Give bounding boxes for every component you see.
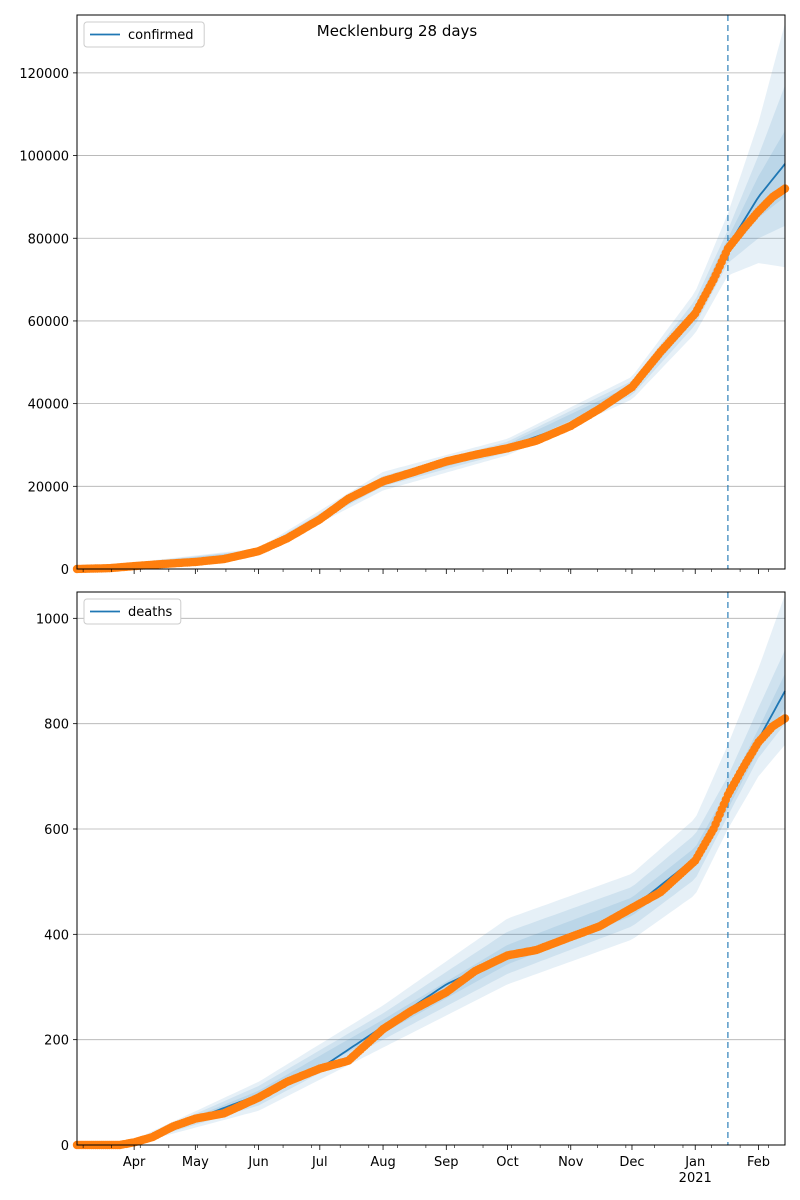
x-tick-label: Dec	[619, 1155, 644, 1170]
x-tick-label: Jun	[247, 1155, 268, 1170]
axes-frame	[76, 591, 786, 1146]
x-tick-label: Apr	[123, 1155, 146, 1170]
y-tick-label: 1000	[36, 612, 69, 627]
y-tick-label: 100000	[19, 150, 69, 165]
fit-line	[76, 690, 786, 1146]
y-tick-label: 400	[44, 928, 69, 943]
fit-line	[76, 163, 786, 570]
legend: confirmed	[83, 21, 205, 48]
x-tick-label: Nov	[558, 1155, 584, 1170]
y-tick-label: 0	[61, 563, 69, 578]
y-tick-label: 40000	[28, 398, 69, 413]
y-tick-label: 60000	[28, 315, 69, 330]
legend-box	[83, 598, 182, 625]
deaths-panel: 0 200 400 600 800 1000 deaths	[36, 591, 790, 1154]
legend-box	[83, 21, 205, 48]
x-tick-label: Sep	[434, 1155, 459, 1170]
x-axis-ticks: Apr May Jun Jul Aug Sep Oct Nov Dec Jan Feb 2021	[123, 1155, 770, 1186]
x-tick-label: Oct	[496, 1155, 518, 1170]
figure-title: Mecklenburg 28 days	[317, 22, 478, 40]
x-tick-label: Aug	[370, 1155, 395, 1170]
y-tick-label: 120000	[19, 67, 69, 82]
uncertainty-band-3	[77, 673, 785, 1145]
legend-label: confirmed	[128, 28, 194, 43]
y-tick-label: 20000	[28, 480, 69, 495]
x-tick-label: Jan	[684, 1155, 705, 1170]
y-tick-label: 80000	[28, 232, 69, 247]
y-tick-label: 0	[61, 1139, 69, 1154]
legend-label: deaths	[128, 605, 173, 620]
uncertainty-band-2	[77, 85, 785, 570]
legend: deaths	[83, 598, 182, 625]
y-tick-label: 800	[44, 718, 69, 733]
uncertainty-band-1	[77, 594, 785, 1145]
x-tick-label: May	[182, 1155, 209, 1170]
y-tick-label: 600	[44, 823, 69, 838]
x-year-label: 2021	[679, 1171, 712, 1186]
uncertainty-band-1	[77, 23, 785, 570]
confirmed-panel: 0 20000 40000 60000 80000 100000 120000 confirm…	[19, 14, 790, 578]
axes-frame	[76, 14, 786, 570]
x-tick-label: Feb	[747, 1155, 770, 1170]
y-tick-label: 200	[44, 1034, 69, 1049]
x-tick-label: Jul	[311, 1155, 328, 1170]
